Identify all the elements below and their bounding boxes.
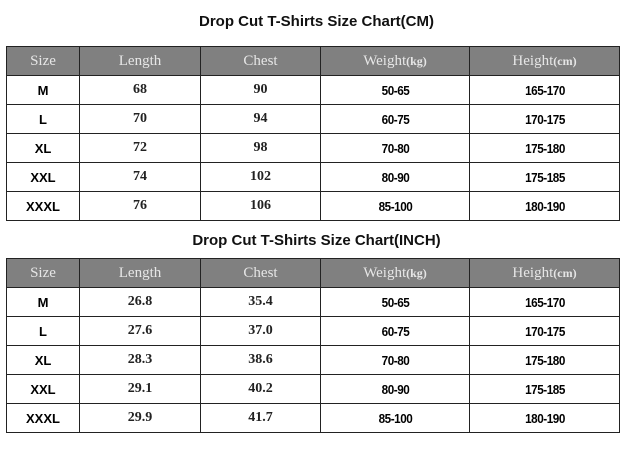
column-header-size: Size [6,46,80,76]
cell-length: 70 [79,104,201,134]
table-row: XXXL 29.9 41.7 85-100 180-190 [6,403,620,433]
cell-height: 180-190 [476,191,613,221]
header-row: Size Length Chest Weight(kg) Height(cm) [6,46,620,76]
cell-size: XXL [6,162,80,192]
header-row: Size Length Chest Weight(kg) Height(cm) [6,258,620,288]
cell-height: 165-170 [476,75,613,105]
cell-length: 72 [79,133,201,163]
header-label: Length [118,264,162,281]
table-row: XL 72 98 70-80 175-180 [6,133,620,163]
header-label: Length [118,52,162,69]
header-label: Size [30,52,56,69]
column-header-length: Length [79,258,201,288]
cell-height: 180-190 [476,403,613,433]
cell-chest: 38.6 [200,345,321,375]
cell-height: 175-185 [476,374,613,404]
cell-height: 170-175 [476,316,613,346]
cell-weight: 70-80 [327,345,463,375]
header-unit: (cm) [553,53,577,68]
cell-weight: 50-65 [327,287,463,317]
header-label: Size [30,264,56,281]
cell-length: 29.1 [79,374,201,404]
cell-chest: 94 [200,104,321,134]
header-unit: (kg) [406,53,427,68]
cell-height: 170-175 [476,104,613,134]
cell-size: XL [6,133,80,163]
column-header-size: Size [6,258,80,288]
inch-chart-title: Drop Cut T-Shirts Size Chart(INCH) [192,232,441,249]
column-header-chest: Chest [200,46,321,76]
table-row: L 70 94 60-75 170-175 [6,104,620,134]
cell-height: 175-185 [476,162,613,192]
cell-size: XXL [6,374,80,404]
cell-chest: 37.0 [200,316,321,346]
header-label: Chest [243,52,278,69]
cell-length: 29.9 [79,403,201,433]
cell-length: 28.3 [79,345,201,375]
cell-height: 165-170 [476,287,613,317]
cell-height: 175-180 [476,133,613,163]
cell-weight: 70-80 [327,133,463,163]
column-header-height: Height(cm) [469,258,620,288]
cell-chest: 40.2 [200,374,321,404]
cell-size: M [6,75,80,105]
cell-size: L [6,316,80,346]
cell-length: 68 [79,75,201,105]
cell-weight: 80-90 [327,374,463,404]
column-header-height: Height(cm) [469,46,620,76]
cell-length: 76 [79,191,201,221]
column-header-weight: Weight(kg) [320,46,470,76]
cell-chest: 41.7 [200,403,321,433]
table-row: XXXL 76 106 85-100 180-190 [6,191,620,221]
cm-chart-title: Drop Cut T-Shirts Size Chart(CM) [199,13,434,30]
header-label: Weight [363,264,407,281]
column-header-length: Length [79,46,201,76]
cell-weight: 85-100 [327,403,463,433]
header-unit: (cm) [553,265,577,280]
header-unit: (kg) [406,265,427,280]
cell-height: 175-180 [476,345,613,375]
cell-size: M [6,287,80,317]
table-row: L 27.6 37.0 60-75 170-175 [6,316,620,346]
cell-size: XXXL [6,191,80,221]
cell-chest: 102 [200,162,321,192]
cell-size: L [6,104,80,134]
cell-weight: 60-75 [327,104,463,134]
cell-weight: 85-100 [327,191,463,221]
cell-size: XL [6,345,80,375]
column-header-weight: Weight(kg) [320,258,470,288]
inch-size-table: Size Length Chest Weight(kg) Height(cm) M 26.8… [6,258,620,433]
cell-chest: 98 [200,133,321,163]
cell-length: 74 [79,162,201,192]
cell-length: 26.8 [79,287,201,317]
table-row: M 68 90 50-65 165-170 [6,75,620,105]
cell-chest: 35.4 [200,287,321,317]
cell-weight: 60-75 [327,316,463,346]
table-row: XXL 74 102 80-90 175-185 [6,162,620,192]
header-label: Height [512,264,554,281]
cell-length: 27.6 [79,316,201,346]
cm-size-table: Size Length Chest Weight(kg) Height(cm) M 68 90… [6,46,620,221]
header-label: Weight [363,52,407,69]
header-label: Height [512,52,554,69]
column-header-chest: Chest [200,258,321,288]
header-label: Chest [243,264,278,281]
cell-weight: 80-90 [327,162,463,192]
cell-chest: 90 [200,75,321,105]
cell-chest: 106 [200,191,321,221]
cell-weight: 50-65 [327,75,463,105]
cell-size: XXXL [6,403,80,433]
table-row: XXL 29.1 40.2 80-90 175-185 [6,374,620,404]
table-row: M 26.8 35.4 50-65 165-170 [6,287,620,317]
table-row: XL 28.3 38.6 70-80 175-180 [6,345,620,375]
